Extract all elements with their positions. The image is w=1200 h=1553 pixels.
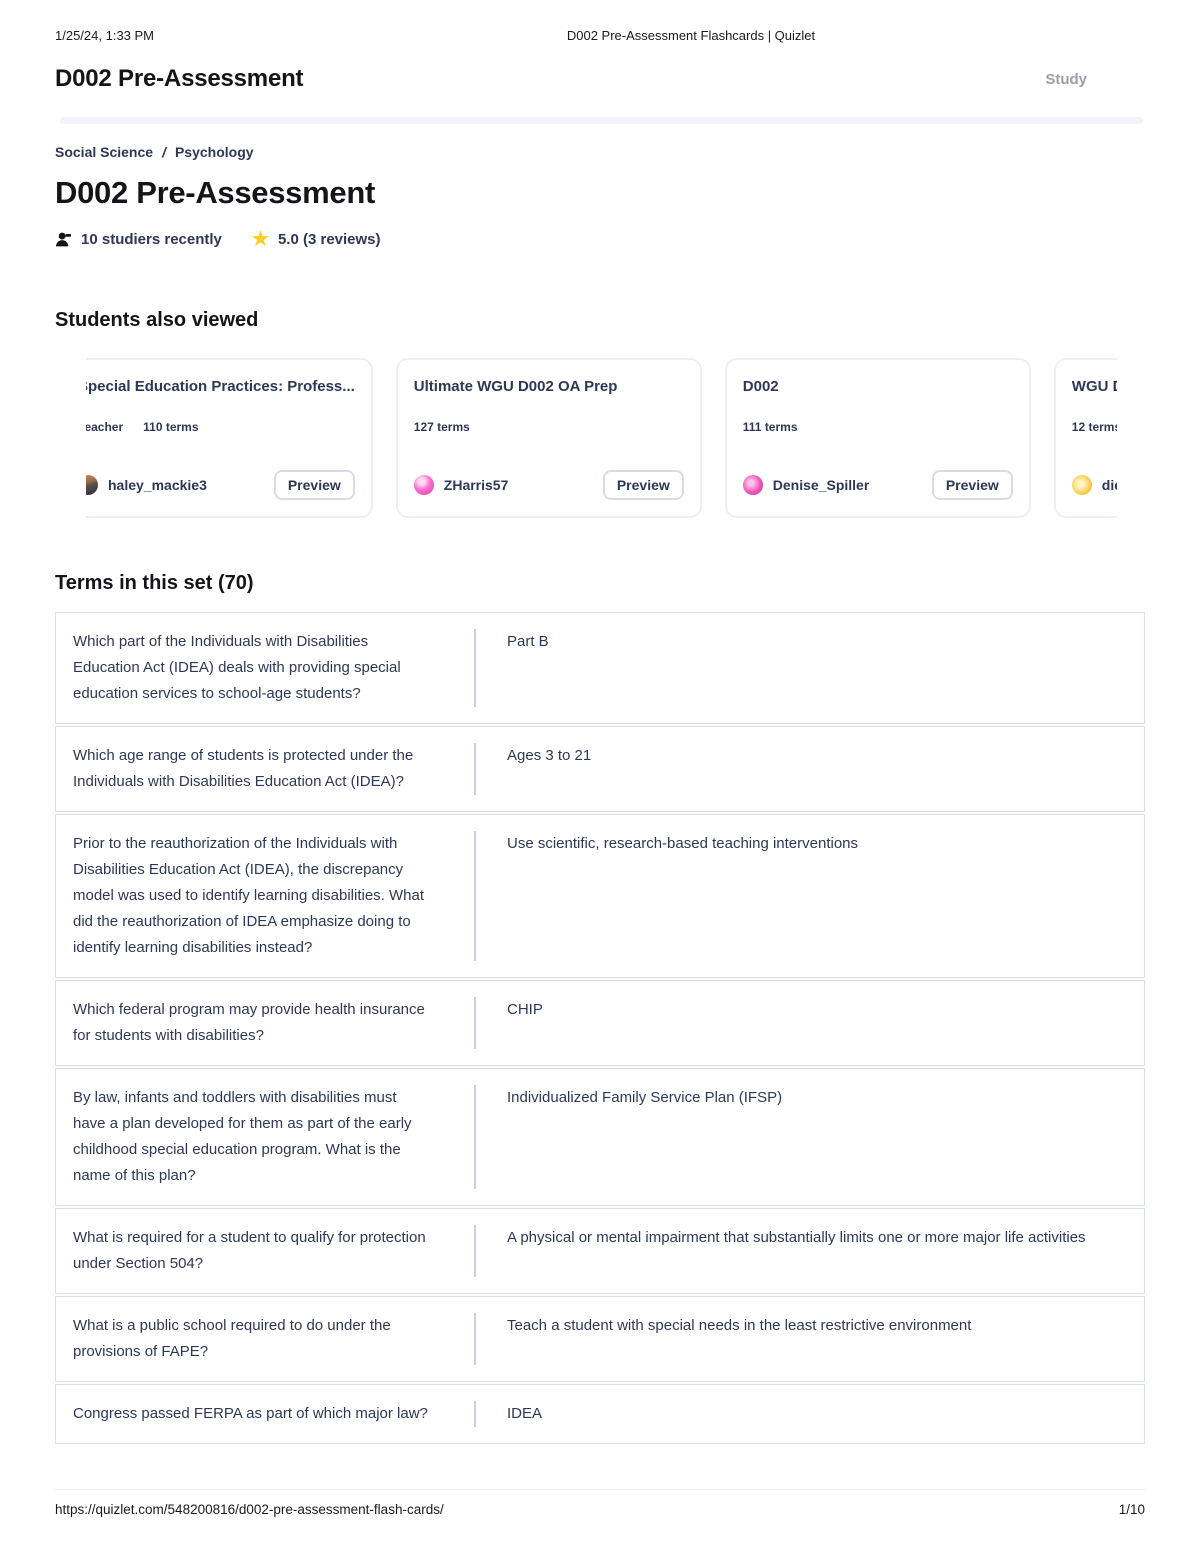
terms-heading: Terms in this set (70) [55, 572, 254, 594]
term-row: By law, infants and toddlers with disabi… [55, 1068, 1145, 1206]
also-viewed-card[interactable]: Special Education Practices: Profess... … [86, 358, 373, 518]
term-text: By law, infants and toddlers with disabi… [73, 1089, 412, 1184]
definition-text: IDEA [474, 1401, 1144, 1427]
username-link[interactable]: Denise_Spiller [772, 477, 870, 493]
breadcrumb-separator: / [162, 144, 166, 160]
definition-text: Part B [474, 629, 1144, 707]
card-meta: 127 terms [414, 420, 684, 434]
studiers-label: 10 studiers recently [81, 231, 222, 248]
username-link[interactable]: haley_mackie3 [108, 477, 207, 493]
page-title: D002 Pre-Assessment [55, 175, 375, 210]
terms-count: 110 terms [143, 420, 199, 434]
also-viewed-heading: Students also viewed [55, 309, 259, 331]
term-text: What is required for a student to qualif… [73, 1229, 426, 1272]
also-viewed-card[interactable]: Ultimate WGU D002 OA Prep 127 terms ZHar… [395, 358, 702, 518]
print-doc-title: D002 Pre-Assessment Flashcards | Quizlet [566, 28, 816, 43]
study-button[interactable]: Study [1045, 70, 1087, 88]
breadcrumb: Social Science / Psychology [55, 144, 1145, 160]
print-footer: https://quizlet.com/548200816/d002-pre-a… [55, 1502, 1145, 1517]
term-row: Which federal program may provide health… [55, 980, 1145, 1066]
header-divider-strip [60, 117, 1143, 124]
page-content: D002 Pre-Assessment Study Social Science… [55, 62, 1145, 1446]
set-header-title: D002 Pre-Assessment [55, 65, 304, 92]
card-title: D002 [742, 378, 779, 395]
term-row: Which age range of students is protected… [55, 726, 1145, 812]
star-icon: ★ [251, 229, 269, 250]
breadcrumb-psychology[interactable]: Psychology [174, 144, 254, 160]
user-avatar [742, 475, 763, 495]
card-title: Ultimate WGU D002 OA Prep [413, 378, 618, 395]
preview-button[interactable]: Preview [602, 470, 684, 500]
term-row: Congress passed FERPA as part of which m… [55, 1384, 1145, 1444]
breadcrumb-social-science[interactable]: Social Science [55, 144, 154, 160]
term-text: Prior to the reauthorization of the Indi… [73, 835, 425, 956]
username-link[interactable]: diew [1101, 477, 1117, 493]
term-text: Which age range of students is protected… [73, 747, 414, 790]
card-title: Special Education Practices: Profess... [86, 378, 355, 395]
carousel-track: Special Education Practices: Profess... … [86, 358, 1117, 518]
print-page-number: 1/10 [1118, 1502, 1145, 1517]
also-viewed-card[interactable]: D002 111 terms Denise_Spiller Preview [724, 358, 1031, 518]
rating-stat: ★ 5.0 (3 reviews) [252, 230, 381, 249]
definition-text: Ages 3 to 21 [474, 743, 1144, 795]
terms-count: 12 terms [1071, 420, 1117, 434]
preview-button[interactable]: Preview [273, 470, 355, 500]
also-viewed-card[interactable]: WGU D 12 terms diew Preview [1053, 358, 1117, 518]
term-text: Congress passed FERPA as part of which m… [73, 1405, 428, 1422]
term-text: Which part of the Individuals with Disab… [73, 633, 401, 702]
rating-label: 5.0 (3 reviews) [277, 231, 381, 248]
card-meta: Teacher 110 terms [86, 420, 355, 434]
definition-text: A physical or mental impairment that sub… [474, 1225, 1144, 1277]
footer-divider [55, 1489, 1145, 1490]
set-header: D002 Pre-Assessment Study [55, 62, 1145, 96]
studiers-stat: 10 studiers recently [55, 231, 222, 248]
definition-text: Individualized Family Service Plan (IFSP… [474, 1085, 1144, 1189]
preview-button[interactable]: Preview [931, 470, 1013, 500]
print-datetime: 1/25/24, 1:33 PM [55, 28, 155, 43]
teacher-badge: Teacher [86, 420, 124, 434]
card-bottom: haley_mackie3 Preview [86, 470, 355, 500]
card-bottom: ZHarris57 Preview [413, 470, 684, 500]
terms-count: 127 terms [413, 420, 470, 434]
term-row: Prior to the reauthorization of the Indi… [55, 814, 1145, 978]
user-avatar [86, 475, 98, 495]
term-row: What is a public school required to do u… [55, 1296, 1145, 1382]
term-text: What is a public school required to do u… [73, 1317, 391, 1360]
card-meta: 111 terms [743, 420, 1013, 434]
term-row: Which part of the Individuals with Disab… [55, 612, 1145, 724]
card-bottom: Denise_Spiller Preview [742, 470, 1013, 500]
print-url: https://quizlet.com/548200816/d002-pre-a… [55, 1502, 444, 1517]
person-icon [55, 232, 72, 247]
card-bottom: diew Preview [1071, 470, 1117, 500]
username-link[interactable]: ZHarris57 [443, 477, 509, 493]
term-text: Which federal program may provide health… [73, 1001, 425, 1044]
card-meta: 12 terms [1072, 420, 1117, 434]
user-avatar [1071, 475, 1092, 495]
user-avatar [413, 475, 434, 495]
definition-text: CHIP [474, 997, 1144, 1049]
set-stats: 10 studiers recently ★ 5.0 (3 reviews) [55, 230, 1145, 249]
also-viewed-carousel: Special Education Practices: Profess... … [86, 358, 1117, 522]
definition-text: Teach a student with special needs in th… [474, 1313, 1144, 1365]
terms-count: 111 terms [742, 420, 798, 434]
term-row: What is required for a student to qualif… [55, 1208, 1145, 1294]
card-title: WGU D [1071, 378, 1117, 395]
terms-table: Which part of the Individuals with Disab… [55, 612, 1145, 1444]
definition-text: Use scientific, research-based teaching … [474, 831, 1144, 961]
